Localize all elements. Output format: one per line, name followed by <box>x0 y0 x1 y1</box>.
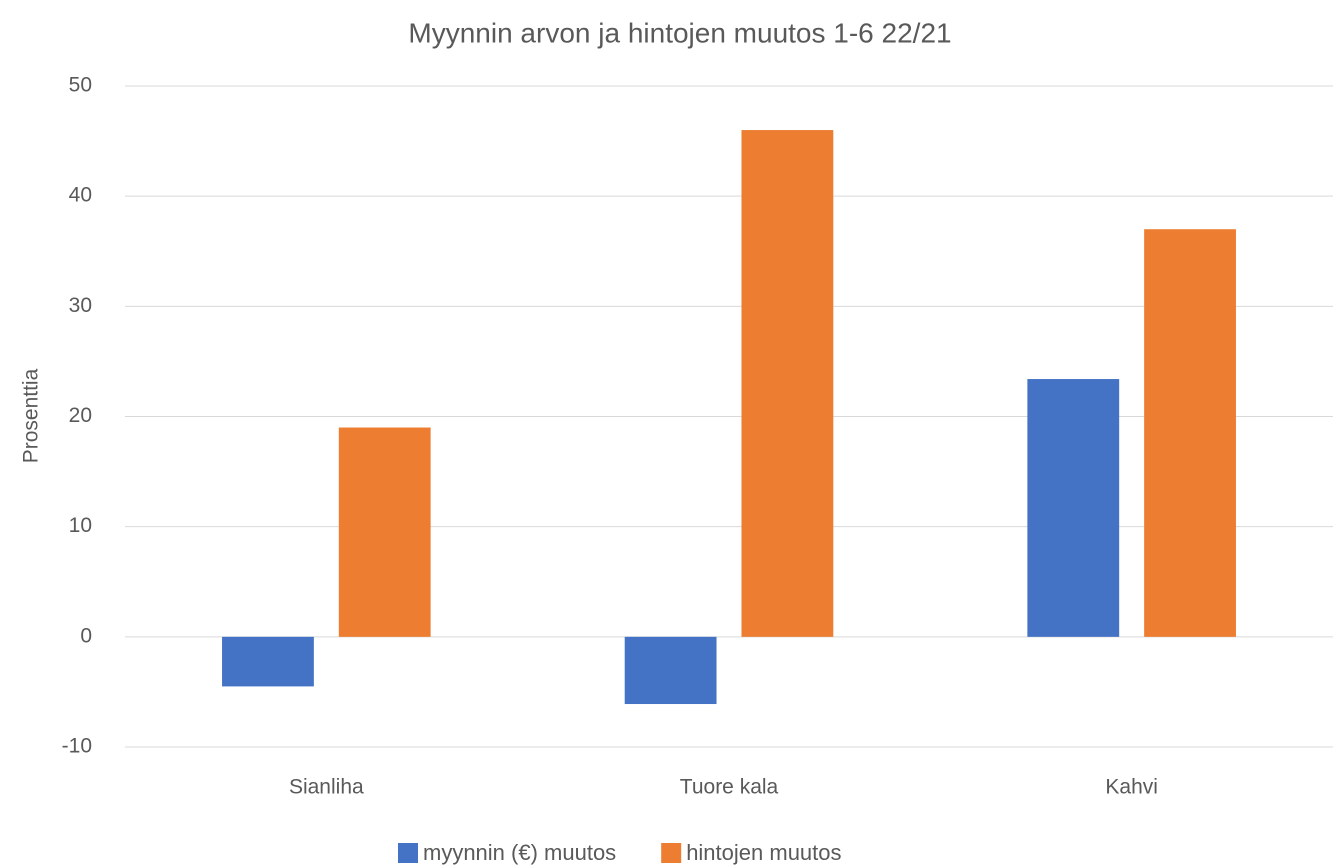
y-tick-label: 10 <box>69 514 92 537</box>
chart-title: Myynnin arvon ja hintojen muutos 1-6 22/… <box>408 17 951 48</box>
bar <box>1144 229 1236 637</box>
y-tick-label: 20 <box>69 404 92 427</box>
bar <box>624 636 717 705</box>
x-tick-label: Sianliha <box>289 776 364 799</box>
bar <box>1027 379 1120 637</box>
x-tick-label: Kahvi <box>1105 776 1158 799</box>
y-tick-label: 50 <box>69 74 92 97</box>
y-tick-label: 0 <box>80 624 92 647</box>
bar <box>338 427 431 637</box>
legend-swatch <box>661 843 682 863</box>
bar <box>741 130 834 637</box>
legend-label: myynnin (€) muutos <box>423 840 616 865</box>
y-tick-label: -10 <box>62 735 92 758</box>
legend-swatch <box>398 843 418 863</box>
bar <box>222 636 314 687</box>
y-tick-label: 30 <box>69 294 92 317</box>
y-tick-label: 40 <box>69 184 92 207</box>
y-axis-label: Prosenttia <box>20 368 43 463</box>
legend-label: hintojen muutos <box>686 840 841 865</box>
x-tick-label: Tuore kala <box>680 776 779 799</box>
